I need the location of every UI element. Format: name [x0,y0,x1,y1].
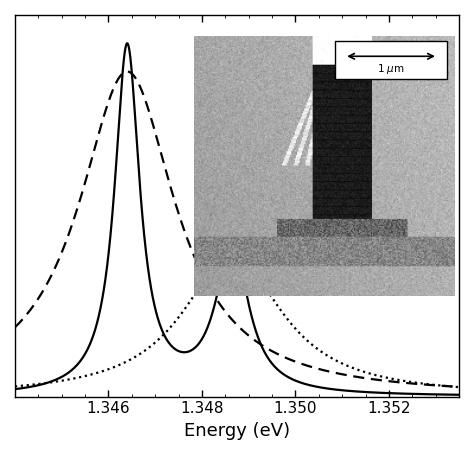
Bar [335,41,447,79]
X-axis label: Energy (eV): Energy (eV) [184,422,290,440]
Text: 1 $\mu$m: 1 $\mu$m [377,62,405,76]
